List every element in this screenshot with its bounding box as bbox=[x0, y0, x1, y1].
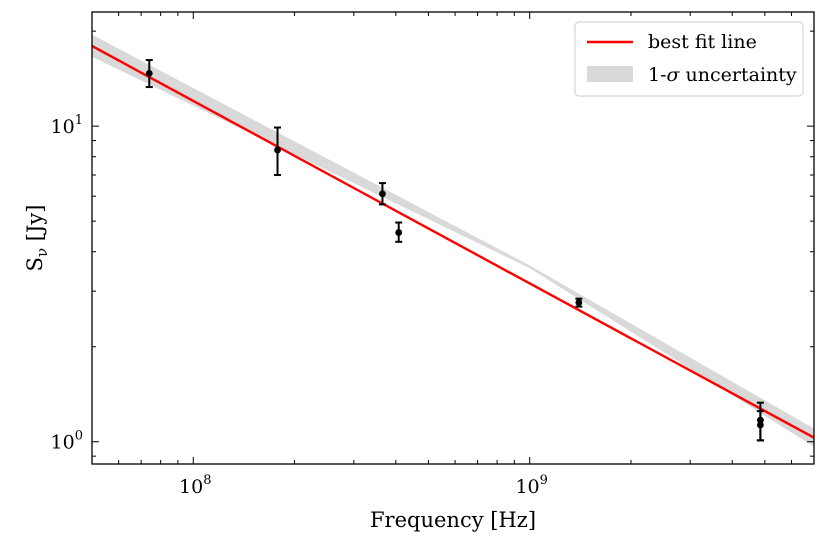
data-point-3 bbox=[378, 182, 386, 206]
data-point-5 bbox=[575, 297, 583, 308]
data-marker bbox=[756, 421, 764, 429]
x-tick-label: 108 bbox=[179, 473, 211, 498]
uncertainty-band-layer bbox=[92, 34, 814, 447]
axis-ticks-layer: 108 109 100 101 bbox=[51, 12, 815, 498]
data-point-1 bbox=[145, 59, 153, 89]
data-marker bbox=[145, 69, 153, 77]
y-tick-label: 101 bbox=[51, 113, 83, 138]
legend-uncertainty-label: 1-σ uncertainty bbox=[648, 64, 797, 86]
data-marker bbox=[575, 299, 583, 306]
data-marker bbox=[379, 190, 386, 198]
legend-fit-line-label: best fit line bbox=[648, 31, 757, 53]
data-point-7 bbox=[756, 410, 764, 442]
data-marker bbox=[274, 146, 281, 154]
data-point-4 bbox=[395, 221, 403, 243]
data-points-layer bbox=[145, 59, 764, 442]
data-point-2 bbox=[274, 126, 282, 177]
legend-uncertainty-swatch bbox=[587, 66, 633, 82]
axis-labels-layer: Frequency [Hz] Sν [Jy] bbox=[23, 205, 536, 532]
best-fit-line bbox=[92, 44, 814, 439]
plot-frame bbox=[91, 11, 815, 465]
legend: best fit line 1-σ uncertainty bbox=[574, 21, 804, 97]
data-marker bbox=[395, 229, 403, 236]
x-tick-label: 109 bbox=[515, 473, 547, 498]
x-axis-label: Frequency [Hz] bbox=[370, 508, 536, 532]
uncertainty-band bbox=[92, 34, 814, 447]
y-tick-label: 100 bbox=[51, 429, 83, 454]
y-axis-label: Sν [Jy] bbox=[23, 205, 51, 272]
fit-line-layer bbox=[92, 44, 814, 439]
